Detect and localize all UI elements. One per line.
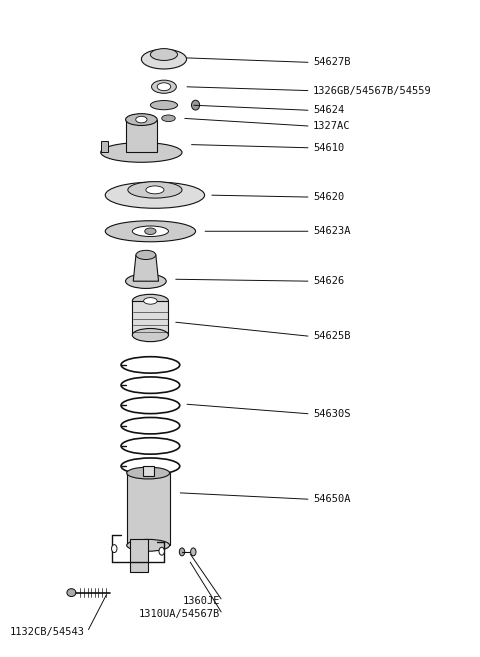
- Text: 1326GB/54567B/54559: 1326GB/54567B/54559: [313, 85, 432, 96]
- Ellipse shape: [150, 101, 178, 110]
- Ellipse shape: [180, 548, 185, 556]
- Text: 1310UA/54567B: 1310UA/54567B: [139, 609, 220, 620]
- Ellipse shape: [105, 221, 195, 242]
- Ellipse shape: [136, 116, 147, 123]
- Ellipse shape: [132, 226, 168, 237]
- Ellipse shape: [191, 548, 196, 556]
- Ellipse shape: [142, 49, 187, 69]
- Ellipse shape: [132, 294, 168, 307]
- Ellipse shape: [150, 49, 178, 60]
- Text: 54630S: 54630S: [313, 409, 350, 419]
- Text: 54650A: 54650A: [313, 494, 350, 505]
- Polygon shape: [133, 255, 158, 281]
- Polygon shape: [127, 473, 169, 545]
- Ellipse shape: [146, 186, 164, 194]
- Text: 54624: 54624: [313, 105, 344, 116]
- Text: 54627B: 54627B: [313, 57, 350, 68]
- Ellipse shape: [127, 539, 169, 551]
- Text: 54625B: 54625B: [313, 331, 350, 342]
- Ellipse shape: [101, 143, 182, 162]
- Text: 1327AC: 1327AC: [313, 121, 350, 131]
- Ellipse shape: [192, 101, 200, 110]
- Polygon shape: [101, 141, 108, 152]
- Polygon shape: [126, 120, 157, 152]
- Ellipse shape: [111, 545, 117, 553]
- Ellipse shape: [136, 250, 156, 260]
- Ellipse shape: [145, 228, 156, 235]
- Ellipse shape: [152, 80, 176, 93]
- Text: 54626: 54626: [313, 276, 344, 286]
- Text: 54620: 54620: [313, 192, 344, 202]
- Text: 1132CB/54543: 1132CB/54543: [10, 627, 85, 637]
- Ellipse shape: [157, 83, 171, 91]
- Ellipse shape: [132, 328, 168, 342]
- Text: 54610: 54610: [313, 143, 344, 153]
- Text: 54623A: 54623A: [313, 226, 350, 237]
- Polygon shape: [143, 466, 154, 476]
- Ellipse shape: [126, 114, 157, 125]
- Polygon shape: [132, 301, 168, 335]
- Ellipse shape: [126, 274, 166, 288]
- Ellipse shape: [127, 467, 169, 479]
- Ellipse shape: [144, 298, 157, 304]
- Ellipse shape: [128, 182, 182, 198]
- Polygon shape: [130, 539, 148, 572]
- Text: 1360JE: 1360JE: [183, 596, 220, 606]
- Ellipse shape: [159, 547, 165, 555]
- Ellipse shape: [67, 589, 76, 597]
- Ellipse shape: [105, 182, 204, 208]
- Ellipse shape: [162, 115, 175, 122]
